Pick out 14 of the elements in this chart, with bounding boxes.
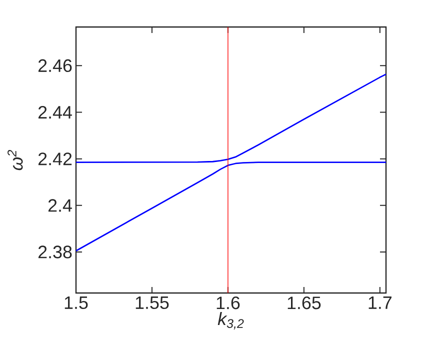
x-tick-label: 1.65 <box>288 296 321 310</box>
y-tick-label: 2.46 <box>38 59 72 72</box>
line-series <box>76 74 386 164</box>
line-series <box>76 162 386 252</box>
x-axis-title: k$_{3,2}$ <box>218 312 244 330</box>
x-tick-label: 1.5 <box>64 296 88 310</box>
y-tick-label: 2.38 <box>38 246 72 258</box>
y-axis-title: ω$^{2}$ <box>8 150 23 170</box>
x-tick-label: 1.7 <box>368 296 392 309</box>
x-tick-label: 1.6 <box>216 296 240 310</box>
y-tick-label: 2.44 <box>38 106 72 119</box>
x-tick-label: 1.55 <box>136 296 169 310</box>
y-tick-label: 2.42 <box>38 152 72 166</box>
y-tick-label: 2.4 <box>48 199 72 212</box>
